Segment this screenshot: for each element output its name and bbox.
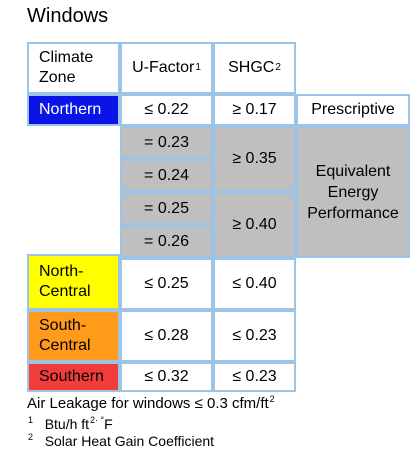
south-central-u-factor: ≤ 0.28 bbox=[120, 310, 213, 362]
south-central-shgc-value: ≤ 0.23 bbox=[232, 327, 277, 344]
zone-south-central-line1: South- bbox=[39, 317, 87, 334]
northern-shgc: ≥ 0.17 bbox=[213, 94, 296, 126]
header-u-factor: U-Factor 1 bbox=[120, 42, 213, 94]
equiv-u-factor-2: = 0.24 bbox=[120, 159, 213, 192]
northern-u-factor-value: ≤ 0.22 bbox=[144, 101, 189, 118]
equiv-u-factor-4-value: = 0.26 bbox=[144, 232, 189, 250]
prescriptive-label: Prescriptive bbox=[311, 101, 395, 118]
zone-southern: Southern bbox=[27, 362, 120, 392]
south-central-shgc: ≤ 0.23 bbox=[213, 310, 296, 362]
equiv-energy-performance: Equivalent Energy Performance bbox=[296, 126, 410, 258]
footnote-1-text-a: Btu/h ft bbox=[44, 416, 90, 432]
southern-u-factor: ≤ 0.32 bbox=[120, 362, 213, 392]
equiv-u-factor-3: = 0.25 bbox=[120, 192, 213, 225]
footnote-2-marker: 2 bbox=[28, 432, 34, 443]
zone-north-central-line1: North- bbox=[39, 263, 84, 280]
north-central-shgc-value: ≤ 0.40 bbox=[232, 275, 277, 292]
header-u-factor-label: U-Factor bbox=[132, 59, 195, 76]
footnote-1: 1 Btu/h ft2· °F bbox=[27, 416, 113, 432]
southern-u-factor-value: ≤ 0.32 bbox=[144, 368, 189, 385]
equiv-u-factor-2-value: = 0.24 bbox=[144, 166, 189, 184]
footnote-1-text-b: F bbox=[104, 416, 113, 432]
equiv-label-line2: Energy bbox=[327, 183, 379, 201]
north-central-shgc: ≤ 0.40 bbox=[213, 258, 296, 310]
air-leakage-sup: 2 bbox=[269, 394, 275, 404]
equiv-u-factor-4: = 0.26 bbox=[120, 225, 213, 258]
air-leakage-note: Air Leakage for windows ≤ 0.3 cfm/ft2 bbox=[27, 394, 275, 412]
header-shgc-label: SHGC bbox=[228, 59, 275, 76]
air-leakage-text: Air Leakage for windows ≤ 0.3 cfm/ft bbox=[27, 395, 269, 412]
southern-shgc-value: ≤ 0.23 bbox=[232, 368, 277, 385]
equiv-shgc-b: ≥ 0.40 bbox=[213, 192, 296, 258]
equiv-label-line1: Equivalent bbox=[315, 162, 391, 180]
equiv-shgc-a-value: ≥ 0.35 bbox=[232, 150, 277, 167]
zone-south-central-line2: Central bbox=[39, 337, 91, 354]
footnote-1-marker: 1 bbox=[28, 415, 34, 426]
footnote-2: 2 Solar Heat Gain Coefficient bbox=[27, 433, 214, 449]
header-shgc: SHGC 2 bbox=[213, 42, 296, 94]
equiv-u-factor-1: = 0.23 bbox=[120, 126, 213, 159]
prescriptive-cell: Prescriptive bbox=[296, 94, 410, 126]
equiv-u-factor-1-value: = 0.23 bbox=[144, 133, 189, 151]
page-title: Windows bbox=[27, 5, 109, 27]
equiv-shgc-a: ≥ 0.35 bbox=[213, 126, 296, 192]
zone-north-central-line2: Central bbox=[39, 283, 91, 300]
northern-shgc-value: ≥ 0.17 bbox=[232, 101, 277, 118]
equiv-u-factor-3-value: = 0.25 bbox=[144, 199, 189, 217]
zone-northern-label: Northern bbox=[39, 101, 102, 118]
southern-shgc: ≤ 0.23 bbox=[213, 362, 296, 392]
footnote-2-text: Solar Heat Gain Coefficient bbox=[44, 433, 215, 449]
zone-south-central: South- Central bbox=[27, 310, 120, 362]
zone-north-central: North- Central bbox=[27, 254, 120, 310]
header-climate-zone-line2: Zone bbox=[39, 69, 76, 86]
header-climate-zone-line1: Climate bbox=[39, 49, 94, 66]
zone-northern: Northern bbox=[27, 94, 120, 126]
equiv-label-line3: Performance bbox=[307, 204, 399, 222]
zone-southern-label: Southern bbox=[39, 368, 104, 385]
north-central-u-factor: ≤ 0.25 bbox=[120, 258, 213, 310]
footnote-1-text-sup: 2· ° bbox=[90, 415, 105, 426]
south-central-u-factor-value: ≤ 0.28 bbox=[144, 327, 189, 344]
northern-u-factor: ≤ 0.22 bbox=[120, 94, 213, 126]
equiv-shgc-b-value: ≥ 0.40 bbox=[232, 216, 277, 233]
header-climate-zone: Climate Zone bbox=[27, 42, 120, 94]
north-central-u-factor-value: ≤ 0.25 bbox=[144, 275, 189, 292]
